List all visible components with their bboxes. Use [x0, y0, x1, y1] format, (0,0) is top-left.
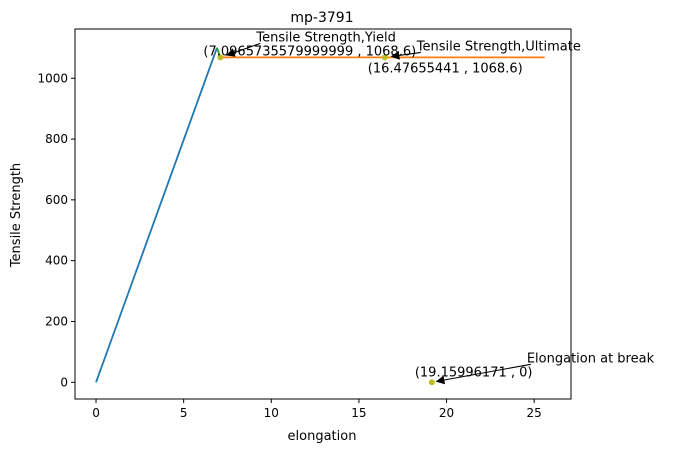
x-tick-label: 20 — [439, 406, 454, 420]
plot-area — [95, 47, 545, 386]
y-tick-label: 800 — [45, 132, 68, 146]
y-tick-label: 200 — [45, 314, 68, 328]
x-tick-label: 0 — [92, 406, 100, 420]
y-tick-label: 0 — [60, 375, 68, 389]
y-axis-label: Tensile Strength — [9, 163, 24, 268]
annotation-arrow — [225, 42, 261, 57]
annotation-arrow — [435, 363, 531, 385]
annotation-value: (16.47655441 , 1068.6) — [368, 61, 523, 76]
annotation-arrow — [390, 51, 421, 60]
x-tick-label: 15 — [351, 406, 366, 420]
annotations: Tensile Strength,Yield(7.096573557999999… — [203, 30, 655, 385]
annotation-label: Tensile Strength,Yield — [255, 30, 395, 45]
x-axis-label: elongation — [288, 429, 357, 444]
axes-frame — [74, 28, 572, 400]
data-point-3 — [428, 379, 435, 386]
axes: 0 5 10 15 20 25 0 200 400 600 800 1000 — [37, 28, 572, 420]
data-point-2 — [381, 54, 388, 61]
chart-title: mp-3791 — [290, 10, 353, 26]
x-tick-label: 5 — [180, 406, 188, 420]
annotation-value: (19.15996171 , 0) — [415, 365, 533, 380]
x-tick-label: 10 — [264, 406, 279, 420]
annotation-value: (7.0965735579999999 , 1068.6) — [203, 44, 416, 59]
y-tick-label: 1000 — [37, 71, 68, 85]
annotation-label: Tensile Strength,Ultimate — [416, 39, 581, 54]
y-tick-label: 400 — [45, 254, 68, 268]
y-tick-label: 600 — [45, 193, 68, 207]
series-line-1 — [95, 47, 218, 383]
x-tick-label: 25 — [527, 406, 542, 420]
data-point-1 — [217, 54, 224, 61]
annotation-label: Elongation at break — [527, 351, 655, 366]
